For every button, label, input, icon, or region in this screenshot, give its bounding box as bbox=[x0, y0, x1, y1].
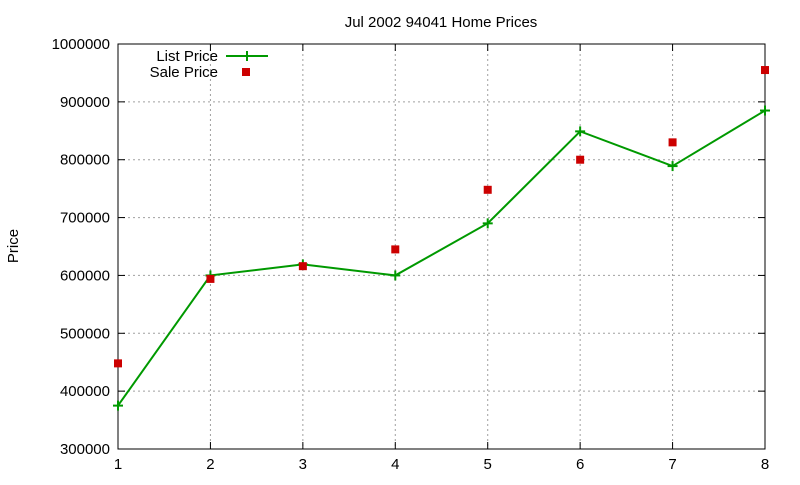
y-tick-label: 500000 bbox=[60, 325, 110, 342]
y-tick-label: 1000000 bbox=[52, 36, 110, 53]
y-axis-label: Price bbox=[5, 229, 22, 263]
y-tick-label: 600000 bbox=[60, 267, 110, 284]
legend-marker-sale-price bbox=[242, 68, 250, 76]
sale-price-point bbox=[483, 185, 492, 194]
x-tick-label: 6 bbox=[576, 456, 584, 473]
list-price-point bbox=[575, 126, 586, 137]
x-tick-label: 3 bbox=[299, 456, 307, 473]
series-layer bbox=[113, 66, 770, 411]
legend-label: List Price bbox=[156, 48, 218, 65]
y-tick-label: 400000 bbox=[60, 383, 110, 400]
sale-price-point bbox=[668, 138, 677, 147]
grid-lines bbox=[118, 44, 765, 449]
y-tick-label: 700000 bbox=[60, 210, 110, 227]
chart-title: Jul 2002 94041 Home Prices bbox=[345, 14, 538, 31]
plot-area-border bbox=[117, 43, 766, 450]
y-tick-label: 800000 bbox=[60, 152, 110, 169]
series-line-list-price bbox=[117, 109, 766, 407]
x-tick-label: 5 bbox=[484, 456, 492, 473]
y-tick-label: 300000 bbox=[60, 441, 110, 458]
list-price-point bbox=[667, 161, 678, 172]
x-tick-label: 8 bbox=[761, 456, 769, 473]
sale-price-point bbox=[391, 245, 400, 254]
legend-marker-list-price bbox=[242, 51, 252, 61]
list-price-point bbox=[113, 400, 123, 411]
list-price-point bbox=[760, 105, 770, 116]
sale-price-point bbox=[298, 262, 307, 271]
x-tick-label: 2 bbox=[206, 456, 214, 473]
x-tick-label: 4 bbox=[391, 456, 399, 473]
axis-ticks: 1 2 3 4 5 6 7 8 300000 400000 500000 600000 700000 80… bbox=[52, 36, 770, 473]
legend-label: Sale Price bbox=[150, 64, 218, 81]
x-tick-label: 7 bbox=[668, 456, 676, 473]
sale-price-point bbox=[114, 359, 122, 368]
sale-price-point bbox=[576, 155, 585, 164]
sale-price-point bbox=[206, 274, 215, 283]
y-tick-label: 900000 bbox=[60, 94, 110, 111]
list-price-point bbox=[482, 218, 493, 229]
x-tick-label: 1 bbox=[114, 456, 122, 473]
list-price-point bbox=[390, 270, 401, 281]
sale-price-point bbox=[761, 66, 769, 75]
